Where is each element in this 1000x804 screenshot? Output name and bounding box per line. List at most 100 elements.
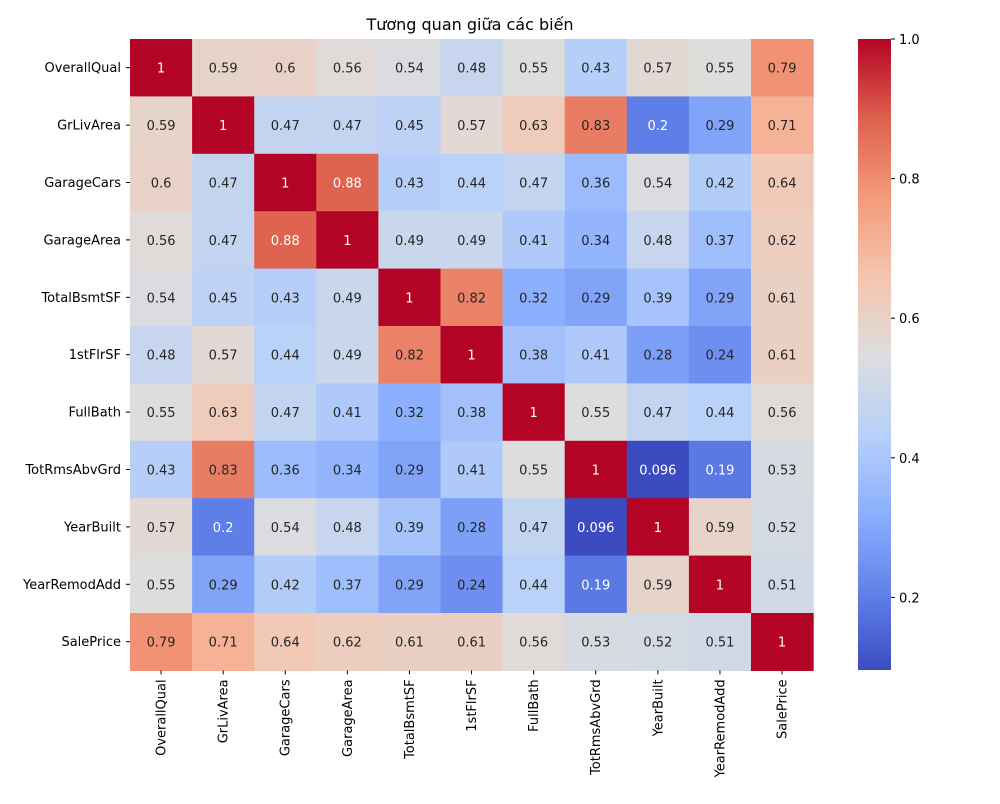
heatmap-cell [254, 153, 317, 212]
cell-value-label: 0.57 [147, 521, 176, 536]
heatmap-cell [378, 96, 442, 155]
heatmap-cell [626, 268, 690, 327]
cell-value-label: 0.64 [271, 636, 300, 651]
heatmap-cell [751, 440, 814, 499]
heatmap-cell [440, 613, 504, 671]
cell-value-label: 0.54 [643, 177, 672, 192]
x-tick-label: SalePrice [776, 679, 791, 739]
heatmap-cell-labels: 1 0.59 0.6 0.56 0.54 0.48 0.55 0.43 0.57 0.55 0.79… [147, 62, 797, 651]
heatmap-cell [130, 555, 193, 614]
heatmap-cell [688, 96, 752, 155]
heatmap-cell [564, 153, 628, 212]
x-tick-label: TotalBsmtSF [403, 679, 418, 760]
heatmap-cell [688, 153, 752, 212]
heatmap-cell [254, 268, 317, 327]
cell-value-label: 0.55 [147, 578, 176, 593]
heatmap-cell [192, 440, 255, 499]
cell-value-label: 0.2 [213, 521, 234, 536]
cell-value-label: 0.48 [333, 521, 362, 536]
cell-value-label: 0.55 [519, 62, 548, 77]
heatmap-cell [378, 555, 442, 614]
cell-value-label: 0.52 [768, 521, 797, 536]
heatmap-cell [502, 383, 566, 442]
heatmap-cell [564, 39, 628, 97]
heatmap-cell [688, 211, 752, 270]
cell-value-label: 0.47 [271, 406, 300, 421]
heatmap-cell [316, 498, 379, 557]
heatmap-cell [440, 383, 504, 442]
cell-value-label: 0.55 [519, 464, 548, 479]
heatmap-cell [502, 268, 566, 327]
cell-value-label: 0.82 [395, 349, 424, 364]
cell-value-label: 1 [157, 62, 165, 77]
heatmap-cell [751, 383, 814, 442]
cell-value-label: 0.47 [209, 177, 238, 192]
heatmap-cell [378, 326, 442, 384]
heatmap-cell [564, 326, 628, 384]
heatmap-cell [130, 96, 193, 155]
x-tick-label: GarageArea [341, 679, 356, 757]
x-tick-label: FullBath [527, 679, 542, 731]
chart-title: Tương quan giữa các biến [365, 15, 573, 34]
cell-value-label: 0.63 [209, 406, 238, 421]
cell-value-label: 0.42 [705, 177, 734, 192]
heatmap-cell [440, 211, 504, 270]
cell-value-label: 0.71 [209, 636, 238, 651]
heatmap-cell [254, 211, 317, 270]
heatmap-cell [502, 555, 566, 614]
cell-value-label: 0.44 [519, 578, 548, 593]
y-tick-label: SalePrice [61, 635, 121, 650]
heatmap-cell [254, 326, 317, 384]
cell-value-label: 0.56 [147, 234, 176, 249]
cell-value-label: 1 [281, 177, 289, 192]
cell-value-label: 0.2 [648, 119, 669, 134]
y-tick-label: TotalBsmtSF [40, 291, 121, 306]
cell-value-label: 0.44 [271, 349, 300, 364]
x-tick-label: OverallQual [155, 679, 170, 756]
heatmap-cell [192, 153, 255, 212]
cell-value-label: 0.71 [768, 119, 797, 134]
cell-value-label: 1 [592, 464, 600, 479]
y-axis-ticks: OverallQual GrLivArea GarageCars GarageArea… [22, 61, 130, 650]
y-tick-label: YearRemodAdd [22, 578, 121, 593]
cell-value-label: 0.64 [768, 177, 797, 192]
cell-value-label: 0.48 [457, 62, 486, 77]
heatmap-cells [130, 39, 814, 671]
colorbar-tick-label: 0.8 [899, 173, 920, 188]
cell-value-label: 0.44 [705, 406, 734, 421]
heatmap-cell [192, 383, 255, 442]
cell-value-label: 0.37 [705, 234, 734, 249]
cell-value-label: 0.34 [333, 464, 362, 479]
y-tick-label: YearBuilt [63, 520, 121, 535]
x-tick-label: GarageCars [279, 679, 294, 756]
cell-value-label: 0.57 [643, 62, 672, 77]
cell-value-label: 0.79 [147, 636, 176, 651]
heatmap-cell [564, 383, 628, 442]
heatmap-cell [564, 498, 628, 557]
x-tick-label: 1stFlrSF [465, 679, 480, 731]
heatmap-cell [688, 613, 752, 671]
cell-value-label: 0.6 [151, 177, 172, 192]
heatmap-cell [564, 268, 628, 327]
cell-value-label: 0.54 [395, 62, 424, 77]
cell-value-label: 0.57 [457, 119, 486, 134]
cell-value-label: 0.59 [209, 62, 238, 77]
heatmap-cell [254, 96, 317, 155]
x-tick-label: YearBuilt [651, 679, 666, 737]
cell-value-label: 0.47 [333, 119, 362, 134]
cell-value-label: 0.47 [519, 521, 548, 536]
heatmap-cell [440, 268, 504, 327]
heatmap-cell [316, 326, 379, 384]
cell-value-label: 0.51 [768, 578, 797, 593]
cell-value-label: 0.48 [147, 349, 176, 364]
heatmap-cell [564, 440, 628, 499]
heatmap-cell [502, 211, 566, 270]
heatmap-cell [440, 555, 504, 614]
colorbar-ticks: 0.2 0.4 0.6 0.8 1.0 [891, 33, 920, 606]
heatmap-cell [130, 268, 193, 327]
cell-value-label: 0.43 [581, 62, 610, 77]
cell-value-label: 0.51 [705, 636, 734, 651]
cell-value-label: 0.61 [395, 636, 424, 651]
cell-value-label: 0.53 [768, 464, 797, 479]
